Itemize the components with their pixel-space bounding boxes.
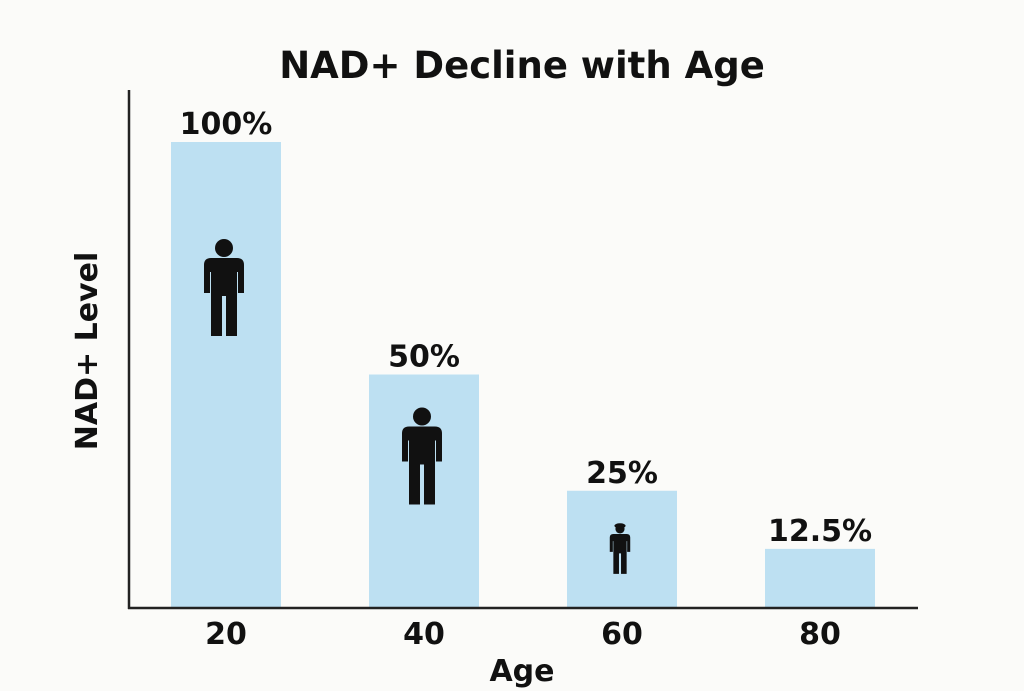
data-label-40: 50%: [388, 340, 460, 375]
bar-20: [171, 142, 281, 607]
x-tick-label-60: 60: [601, 617, 643, 652]
x-tick-label-40: 40: [403, 617, 445, 652]
bar-80: [765, 548, 875, 607]
data-label-20: 100%: [180, 107, 273, 142]
x-tick-label-20: 20: [205, 617, 247, 652]
data-label-60: 25%: [586, 456, 658, 491]
x-axis-title: Age: [489, 654, 554, 689]
person-elderly-icon-60: [609, 523, 631, 574]
person-icon-40: [402, 407, 442, 505]
person-icon-20: [204, 239, 244, 336]
data-label-80: 12.5%: [768, 514, 872, 549]
x-tick-label-80: 80: [799, 617, 841, 652]
axes-layer: [127, 90, 918, 610]
y-axis-title: NAD+ Level: [70, 252, 105, 450]
bars-layer: 100% 20 50% 40 25% 60 12.5% 80: [171, 107, 875, 652]
chart-title: NAD+ Decline with Age: [279, 44, 765, 87]
